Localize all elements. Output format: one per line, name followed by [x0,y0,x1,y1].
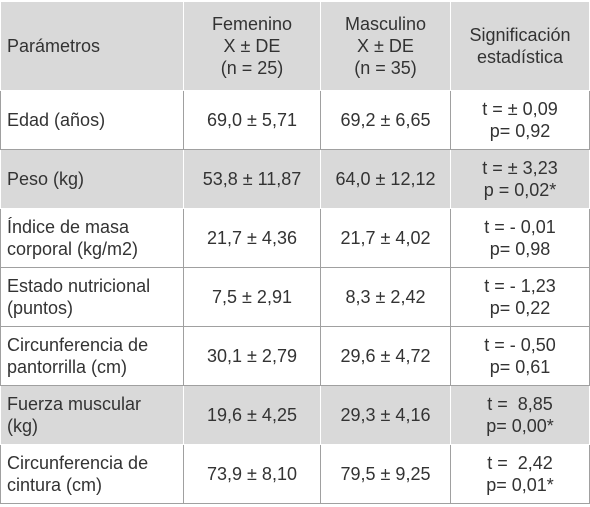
header-row: Parámetros Femenino X ± DE (n = 25) Masculin… [0,1,590,91]
cell-text: 21,7 ± 4,36 [207,228,297,248]
table-cell: t = 2,42 p= 0,01* [450,444,590,504]
table-header: Parámetros Femenino X ± DE (n = 25) Masculin… [0,1,590,91]
cell-text: (n = 25) [220,58,284,78]
table-cell: Fuerza muscular (kg) [0,385,184,445]
cell-text: t = - 1,23 [484,276,556,296]
cell-text: p= 0,61 [489,357,551,377]
cell-text: Estado nutricional [7,276,151,296]
table-cell: 73,9 ± 8,10 [183,444,321,504]
cell-text: 64,0 ± 12,12 [335,169,436,189]
table-cell: 29,6 ± 4,72 [320,326,451,386]
cell-text: p= 0,00* [486,416,554,436]
cell-text: 73,9 ± 8,10 [207,464,297,484]
cell-text: corporal (kg/m2) [7,239,139,259]
cell-text: 19,6 ± 4,25 [207,405,297,425]
cell-text: t = ± 3,23 [482,158,558,178]
cell-text: t = 8,85 [487,394,553,414]
table-row: Circunferencia de pantorrilla (cm) 30,1 ± … [0,326,590,386]
cell-text: (n = 35) [354,58,417,78]
cell-text: Femenino [211,14,293,34]
table-cell: 7,5 ± 2,91 [183,267,321,327]
table-cell: 64,0 ± 12,12 [320,149,451,209]
table-cell: Peso (kg) [0,149,184,209]
table-cell: 29,3 ± 4,16 [320,385,451,445]
table-row: Edad (años) 69,0 ± 5,71 69,2 ± 6,65 t = ± 0… [0,90,590,150]
cell-text: Edad (años) [7,110,106,130]
cell-text: Índice de masa [7,217,130,237]
table-cell: t = - 0,50 p= 0,61 [450,326,590,386]
cell-text: t = 2,42 [487,453,553,473]
cell-text: p= 0,22 [489,298,551,318]
cell-text: Parámetros [7,36,101,56]
table-cell: Estado nutricional (puntos) [0,267,184,327]
table-cell: Edad (años) [0,90,184,150]
table-cell: 69,2 ± 6,65 [320,90,451,150]
table-cell: 19,6 ± 4,25 [183,385,321,445]
table-row: Índice de masa corporal (kg/m2) 21,7 ± 4,3… [0,208,590,268]
table-cell: 53,8 ± 11,87 [183,149,321,209]
cell-text: 69,0 ± 5,71 [207,110,297,130]
cell-text: 53,8 ± 11,87 [202,169,302,189]
cell-text: t = - 0,01 [484,217,556,237]
cell-text: Circunferencia de [7,335,149,355]
cell-text: 79,5 ± 9,25 [340,464,431,484]
cell-text: estadística [476,47,564,67]
cell-text: (puntos) [7,298,74,318]
cell-text: 30,1 ± 2,79 [207,346,297,366]
cell-text: Fuerza muscular [7,394,142,414]
table-cell: Índice de masa corporal (kg/m2) [0,208,184,268]
table-row: Estado nutricional (puntos) 7,5 ± 2,91 8,3 … [0,267,590,327]
cell-text: 29,3 ± 4,16 [340,405,431,425]
cell-text: 7,5 ± 2,91 [212,287,292,307]
table-cell: t = ± 0,09 p= 0,92 [450,90,590,150]
cell-text: (kg) [7,416,38,436]
cell-text: 21,7 ± 4,02 [340,228,431,248]
cell-text: t = ± 0,09 [482,99,558,119]
table-row: Circunferencia de cintura (cm) 73,9 ± 8,10… [0,444,590,504]
cell-text: cintura (cm) [7,475,103,495]
table-cell: t = ± 3,23 p = 0,02* [450,149,590,209]
table-cell: t = - 1,23 p= 0,22 [450,267,590,327]
table-cell: Femenino X ± DE (n = 25) [183,1,321,91]
cell-text: 29,6 ± 4,72 [340,346,431,366]
table-cell: 79,5 ± 9,25 [320,444,451,504]
table-cell: 21,7 ± 4,36 [183,208,321,268]
cell-text: Significación [469,25,571,45]
cell-text: Peso (kg) [7,169,85,189]
table-cell: Circunferencia de cintura (cm) [0,444,184,504]
table-cell: Parámetros [0,1,184,91]
table-cell: Circunferencia de pantorrilla (cm) [0,326,184,386]
table-row: Fuerza muscular (kg) 19,6 ± 4,25 29,3 ± 4,1… [0,385,590,445]
table-cell: Masculino X ± DE (n = 35) [320,1,451,91]
cell-text: 8,3 ± 2,42 [345,287,426,307]
table-row: Peso (kg) 53,8 ± 11,87 64,0 ± 12,12 t = ± 3… [0,149,590,209]
cell-text: p = 0,02* [483,180,557,200]
table-cell: t = 8,85 p= 0,00* [450,385,590,445]
table-cell: 30,1 ± 2,79 [183,326,321,386]
cell-text: t = - 0,50 [484,335,556,355]
table-cell: t = - 0,01 p= 0,98 [450,208,590,268]
cell-text: Circunferencia de [7,453,149,473]
table-body: Edad (años) 69,0 ± 5,71 69,2 ± 6,65 t = ± 0… [0,90,590,504]
table-cell: 21,7 ± 4,02 [320,208,451,268]
cell-text: 69,2 ± 6,65 [340,110,431,130]
cell-text: p= 0,01* [486,475,554,495]
cell-text: X ± DE [357,36,414,56]
cell-text: p= 0,98 [489,239,551,259]
table-cell: 69,0 ± 5,71 [183,90,321,150]
cell-text: pantorrilla (cm) [7,357,128,377]
cell-text: X ± DE [223,36,281,56]
table-cell: 8,3 ± 2,42 [320,267,451,327]
cell-text: Masculino [344,14,427,34]
cell-text: p= 0,92 [489,121,551,141]
table-cell: Significación estadística [450,1,590,91]
